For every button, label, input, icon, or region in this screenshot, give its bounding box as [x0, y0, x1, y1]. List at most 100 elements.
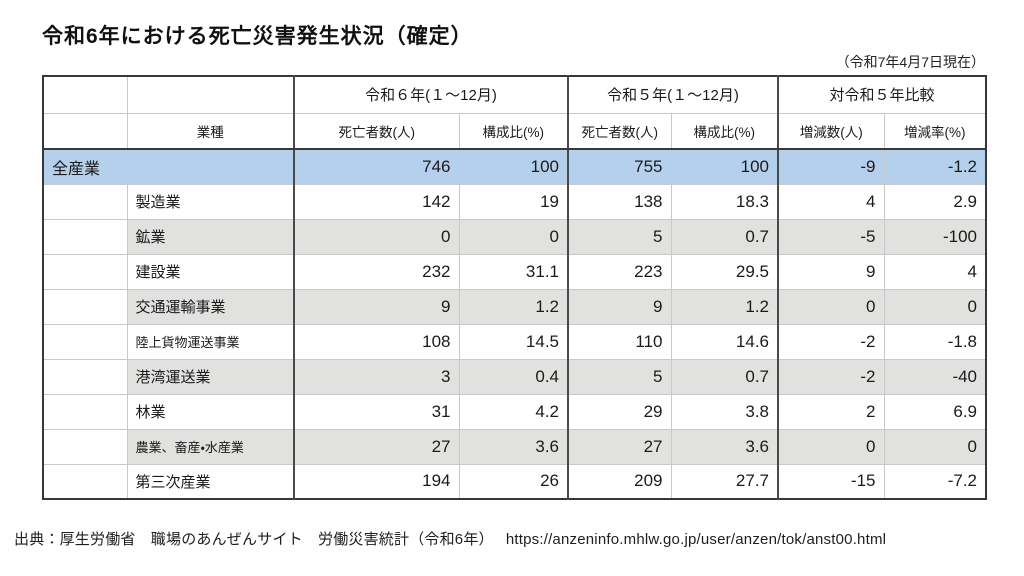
value-cell: 5	[567, 358, 672, 395]
page-title: 令和6年における死亡災害発生状況（確定）	[42, 25, 473, 48]
value-cell: 3.8	[670, 393, 779, 430]
table-container: 令和６年(１～12月) 令和５年(１～12月) 対令和５年比較 業種 死亡者数(…	[42, 75, 988, 500]
value-cell: 9	[777, 253, 885, 290]
industry-label: 全産業	[42, 148, 295, 185]
value-cell: 232	[293, 253, 460, 290]
value-cell: 3.6	[458, 428, 569, 465]
indent-cell	[42, 253, 128, 290]
indent-cell	[42, 323, 128, 360]
value-cell: 31	[293, 393, 460, 430]
value-cell: 108	[293, 323, 460, 360]
value-cell: 142	[293, 183, 460, 220]
value-cell: 27	[293, 428, 460, 465]
value-cell: 2	[777, 393, 885, 430]
col-header-deaths-r5: 死亡者数(人)	[567, 112, 672, 150]
value-cell: -100	[883, 218, 987, 255]
value-cell: 18.3	[670, 183, 779, 220]
table-row-total: 全産業 746 100 755 100 -9 -1.2	[42, 148, 987, 185]
value-cell: 14.5	[458, 323, 569, 360]
value-cell: 5	[567, 218, 672, 255]
empty-cell	[126, 75, 295, 114]
value-cell: 223	[567, 253, 672, 290]
value-cell: 26	[458, 463, 569, 500]
value-cell: -2	[777, 358, 885, 395]
source-citation: 出典：厚生労働省 職場のあんぜんサイト 労働災害統計（令和6年） https:/…	[14, 531, 887, 548]
indent-cell	[42, 428, 128, 465]
industry-column-header: 業種	[126, 112, 295, 150]
value-cell: 9	[293, 288, 460, 325]
indent-cell	[42, 393, 128, 430]
col-header-change-rate: 増減率(%)	[883, 112, 987, 150]
value-cell: 0	[777, 428, 885, 465]
industry-label: 農業、畜産・水産業	[126, 428, 295, 465]
value-cell: 0.7	[670, 218, 779, 255]
industry-label: 鉱業	[126, 218, 295, 255]
industry-label: 交通運輸事業	[126, 288, 295, 325]
indent-cell	[42, 183, 128, 220]
industry-label: 第三次産業	[126, 463, 295, 500]
value-cell: -5	[777, 218, 885, 255]
value-cell: 14.6	[670, 323, 779, 360]
value-cell: 209	[567, 463, 672, 500]
table-row: 第三次産業 194 26 209 27.7 -15 -7.2	[42, 463, 987, 500]
value-cell: 6.9	[883, 393, 987, 430]
value-cell: -7.2	[883, 463, 987, 500]
column-group-comparison: 対令和５年比較	[776, 75, 987, 114]
value-cell: 0	[883, 288, 987, 325]
value-cell: 27.7	[670, 463, 779, 500]
indent-cell	[42, 463, 128, 500]
value-cell: 31.1	[458, 253, 569, 290]
as-of-date: （令和7年4月7日現在）	[835, 54, 985, 70]
table-row: 陸上貨物運送事業 108 14.5 110 14.6 -2 -1.8	[42, 323, 987, 360]
fatality-statistics-table: 令和６年(１～12月) 令和５年(１～12月) 対令和５年比較 業種 死亡者数(…	[42, 75, 988, 500]
value-cell: 3.6	[670, 428, 779, 465]
value-cell: -2	[777, 323, 885, 360]
value-cell: -40	[883, 358, 987, 395]
header-row-groups: 令和６年(１～12月) 令和５年(１～12月) 対令和５年比較	[42, 75, 987, 114]
value-cell: 110	[567, 323, 672, 360]
industry-label: 建設業	[126, 253, 295, 290]
value-cell: 0	[458, 218, 569, 255]
indent-cell	[42, 358, 128, 395]
table-row: 鉱業 0 0 5 0.7 -5 -100	[42, 218, 987, 255]
col-header-change-count: 増減数(人)	[777, 112, 885, 150]
industry-label: 林業	[126, 393, 295, 430]
value-cell: 27	[567, 428, 672, 465]
indent-cell	[42, 288, 128, 325]
value-cell: 9	[567, 288, 672, 325]
industry-label: 港湾運送業	[126, 358, 295, 395]
value-cell: 746	[293, 148, 460, 185]
value-cell: 755	[567, 148, 672, 185]
empty-cell	[42, 75, 128, 114]
col-header-deaths-r6: 死亡者数(人)	[293, 112, 460, 150]
industry-label: 陸上貨物運送事業	[126, 323, 295, 360]
value-cell: 0	[293, 218, 460, 255]
col-header-share-r6: 構成比(%)	[458, 112, 569, 150]
value-cell: 29.5	[670, 253, 779, 290]
col-header-share-r5: 構成比(%)	[670, 112, 779, 150]
value-cell: -15	[777, 463, 885, 500]
table-row: 港湾運送業 3 0.4 5 0.7 -2 -40	[42, 358, 987, 395]
value-cell: 100	[670, 148, 779, 185]
value-cell: 2.9	[883, 183, 987, 220]
value-cell: -1.8	[883, 323, 987, 360]
indent-cell	[42, 218, 128, 255]
value-cell: 1.2	[458, 288, 569, 325]
value-cell: 0	[883, 428, 987, 465]
value-cell: 194	[293, 463, 460, 500]
empty-cell	[42, 112, 128, 150]
table-row: 建設業 232 31.1 223 29.5 9 4	[42, 253, 987, 290]
table-row: 農業、畜産・水産業 27 3.6 27 3.6 0 0	[42, 428, 987, 465]
value-cell: 138	[567, 183, 672, 220]
value-cell: 19	[458, 183, 569, 220]
value-cell: 0.4	[458, 358, 569, 395]
value-cell: 4	[777, 183, 885, 220]
column-group-reiwa6: 令和６年(１～12月)	[293, 75, 569, 114]
header-row-columns: 業種 死亡者数(人) 構成比(%) 死亡者数(人) 構成比(%) 増減数(人) …	[42, 112, 987, 150]
value-cell: -1.2	[883, 148, 987, 185]
value-cell: 3	[293, 358, 460, 395]
value-cell: 0.7	[670, 358, 779, 395]
table-row: 交通運輸事業 9 1.2 9 1.2 0 0	[42, 288, 987, 325]
value-cell: -9	[777, 148, 885, 185]
value-cell: 1.2	[670, 288, 779, 325]
